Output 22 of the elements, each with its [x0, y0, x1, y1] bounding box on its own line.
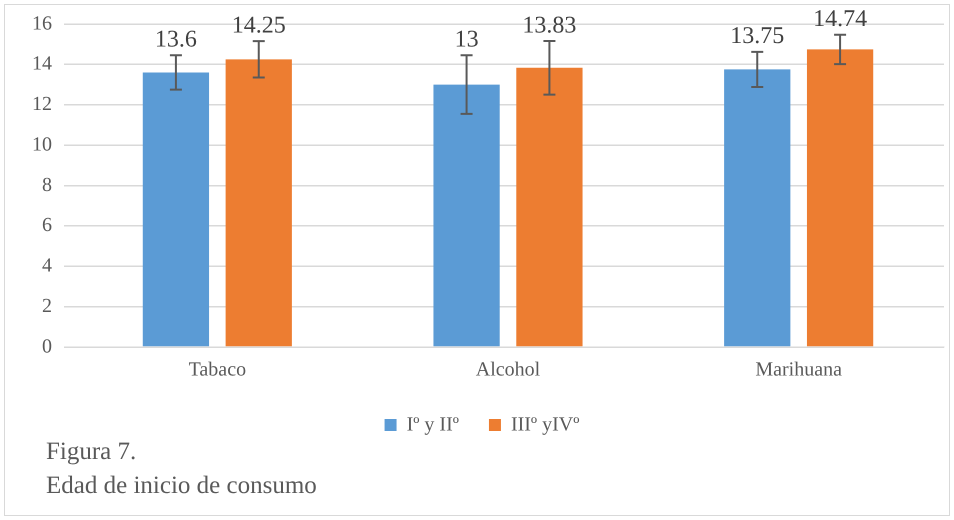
y-tick-label: 10 — [32, 133, 52, 156]
y-tick-label: 2 — [42, 294, 52, 317]
y-tick-label: 14 — [32, 52, 52, 75]
y-tick-label: 12 — [32, 93, 52, 115]
data-label: 14.25 — [232, 12, 286, 38]
data-label: 14.74 — [813, 6, 868, 32]
y-tick-label: 6 — [42, 214, 52, 236]
x-tick-label: Alcohol — [476, 358, 541, 380]
y-tick-label: 0 — [42, 335, 52, 358]
text: Edad de inicio de consumo — [46, 472, 317, 500]
x-tick-label: Tabaco — [188, 358, 246, 380]
y-tick-label: 8 — [42, 174, 52, 196]
legend-label: Iº y IIº — [406, 413, 459, 436]
y-tick-label: 4 — [42, 254, 52, 276]
data-label: 13.6 — [154, 26, 197, 53]
data-label: 13.83 — [522, 12, 576, 38]
x-tick-label: Marihuana — [755, 358, 842, 380]
data-label: 13.75 — [730, 23, 784, 50]
text: Figura 7. — [46, 438, 136, 466]
legend-label: IIIº yIVº — [510, 413, 580, 436]
data-label: 13 — [454, 26, 479, 53]
y-tick-label: 16 — [32, 12, 52, 34]
